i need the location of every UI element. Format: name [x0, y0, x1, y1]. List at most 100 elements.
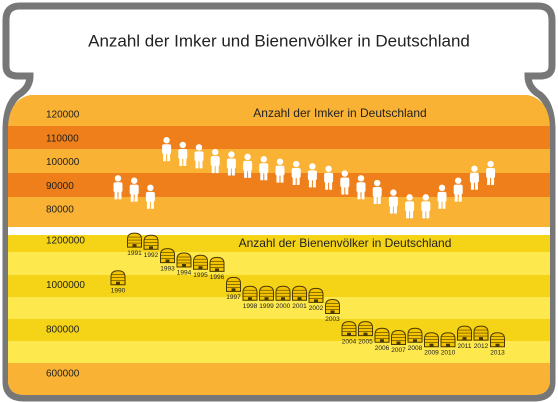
hive-door	[231, 288, 236, 292]
hive-door	[347, 332, 351, 336]
hive-door	[198, 266, 203, 270]
separator	[8, 227, 550, 235]
body	[340, 177, 350, 188]
leg	[215, 165, 219, 174]
head	[147, 184, 154, 192]
head	[325, 165, 332, 172]
leg	[260, 172, 264, 181]
head	[390, 189, 397, 196]
hive-door	[479, 337, 483, 341]
head	[163, 137, 170, 144]
hive-door	[396, 341, 401, 345]
head	[276, 158, 284, 165]
icon-person	[178, 141, 188, 166]
hive-door	[495, 343, 500, 347]
icon-beehive	[325, 298, 340, 314]
icon-beehive	[490, 332, 505, 348]
leg	[167, 153, 171, 162]
leg	[312, 179, 316, 188]
body	[113, 182, 123, 193]
leg	[296, 177, 300, 186]
chart-title: Anzahl der Imker in Deutschland	[253, 106, 426, 120]
body	[486, 168, 496, 179]
leg	[442, 200, 446, 209]
leg	[454, 193, 458, 202]
body	[129, 184, 139, 195]
head	[422, 194, 429, 201]
icon-person	[275, 158, 285, 183]
head	[438, 184, 446, 192]
y-tick-label: 110000	[46, 133, 79, 144]
body	[210, 156, 220, 167]
icon-beehive	[176, 252, 192, 268]
body	[469, 172, 479, 183]
head	[195, 144, 203, 151]
body	[437, 191, 447, 202]
leg	[276, 174, 280, 183]
hive-door	[363, 332, 368, 336]
head	[293, 160, 300, 168]
icon-person	[469, 165, 479, 190]
leg	[406, 210, 410, 219]
head	[244, 153, 251, 161]
leg	[422, 210, 426, 219]
icon-beehive	[391, 329, 406, 345]
leg	[146, 200, 150, 209]
icon-person	[388, 189, 398, 214]
leg	[199, 160, 203, 169]
year-label: 2008	[408, 345, 423, 352]
hive-door	[429, 343, 434, 347]
hive-door	[149, 246, 153, 250]
body	[421, 201, 431, 212]
leg	[361, 191, 365, 200]
year-label: 2010	[441, 349, 456, 356]
head	[228, 151, 235, 158]
icon-beehive	[259, 285, 274, 301]
head	[309, 163, 316, 170]
head	[212, 148, 219, 156]
leg	[389, 205, 393, 214]
icon-person	[356, 175, 366, 200]
hive-door	[297, 297, 302, 301]
body	[372, 187, 382, 198]
leg	[150, 200, 154, 209]
leg	[227, 167, 231, 176]
hive-door	[462, 337, 467, 341]
y-tick-label: 1200000	[46, 236, 85, 247]
icon-person	[421, 194, 431, 219]
body	[275, 165, 285, 176]
head	[341, 170, 348, 177]
year-label: 2011	[458, 343, 472, 350]
leg	[470, 181, 474, 190]
icon-beehive	[407, 327, 423, 343]
leg	[373, 196, 377, 205]
hive-door	[182, 264, 186, 267]
band	[8, 363, 550, 395]
leg	[130, 193, 134, 202]
icon-beehive	[374, 327, 390, 343]
head	[455, 177, 462, 184]
icon-person	[129, 177, 139, 202]
year-label: 2003	[325, 316, 340, 323]
icon-person	[259, 156, 269, 181]
icon-beehive	[473, 325, 489, 341]
body	[162, 144, 172, 155]
icon-person	[194, 144, 204, 169]
year-label: 2004	[342, 338, 357, 345]
head	[406, 194, 413, 201]
year-label: 1998	[243, 303, 258, 310]
icon-beehive	[209, 256, 225, 272]
body	[243, 160, 253, 171]
icon-person	[437, 184, 447, 209]
main-title: Anzahl der Imker und Bienenvölker in Deu…	[88, 31, 470, 50]
year-label: 2006	[375, 345, 390, 352]
body	[405, 201, 415, 212]
head	[260, 156, 267, 163]
y-tick-label: 80000	[46, 205, 74, 216]
leg	[114, 191, 118, 200]
icon-beehive	[193, 254, 208, 270]
hive-door	[264, 297, 269, 301]
leg	[357, 191, 361, 200]
leg	[491, 177, 495, 186]
